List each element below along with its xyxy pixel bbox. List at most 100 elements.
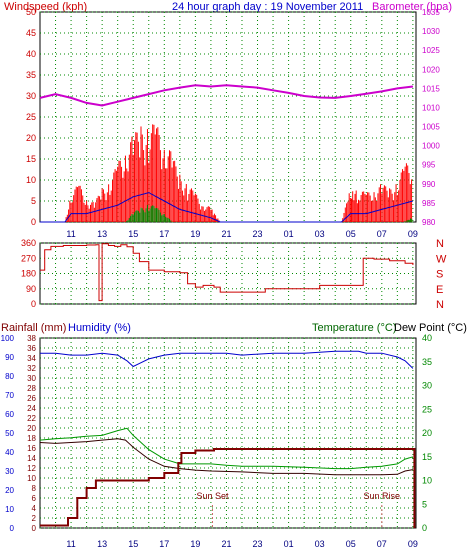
direction-y-tick-label: 270 (21, 253, 36, 263)
direction-y-tick-label: 180 (21, 269, 36, 279)
windspeed-title: Windspeed (kph) (4, 1, 87, 13)
rain-y-tick-label: 2 (32, 514, 37, 523)
wind-y-tick-label: 5 (31, 196, 36, 206)
direction-y-tick-label: 360 (21, 238, 36, 248)
compass-label: N (436, 238, 444, 250)
rain-y-tick-label: 24 (27, 404, 36, 413)
wind-y-tick-label: 15 (26, 154, 36, 164)
wind-direction-line (40, 243, 414, 302)
wind-y-tick-label: 30 (26, 91, 36, 101)
wind-y-tick-label: 25 (26, 112, 36, 122)
rain-y-tick-label: 14 (27, 454, 36, 463)
temperature-y-tick-label: 30 (422, 381, 432, 391)
barometer-y-tick-label: 985 (422, 199, 436, 208)
humidity-title: Humidity (%) (68, 322, 131, 334)
humidity-y-tick-label: 0 (10, 524, 15, 533)
wind-gust-series (65, 124, 413, 222)
x-tick-label: 19 (190, 539, 200, 549)
humidity-y-tick-label: 30 (5, 467, 14, 476)
rain-y-tick-label: 8 (32, 484, 37, 493)
x-tick-label: 19 (190, 229, 200, 239)
x-tick-label: 23 (253, 229, 263, 239)
wind-y-tick-label: 45 (26, 28, 36, 38)
compass-label: N (436, 299, 444, 311)
barometer-y-tick-label: 990 (422, 180, 436, 189)
rain-y-tick-label: 30 (27, 374, 36, 383)
temperature-y-tick-label: 15 (422, 452, 432, 462)
rain-y-tick-label: 26 (27, 394, 36, 403)
direction-y-tick-label: 90 (26, 284, 36, 294)
temperature-y-tick-label: 0 (422, 523, 427, 533)
barometer-y-tick-label: 980 (422, 218, 436, 227)
sun-event-label: Sun Rise (364, 491, 401, 501)
x-tick-label: 07 (377, 539, 387, 549)
humidity-y-tick-label: 80 (5, 372, 14, 381)
x-tick-label: 01 (284, 539, 294, 549)
compass-label: S (436, 269, 443, 281)
wind-y-tick-label: 20 (26, 133, 36, 143)
humidity-line (40, 350, 414, 369)
x-tick-label: 23 (253, 539, 263, 549)
x-tick-label: 21 (221, 539, 231, 549)
barometer-y-tick-label: 1035 (422, 8, 440, 17)
rain-y-tick-label: 36 (27, 344, 36, 353)
rain-y-tick-label: 22 (27, 414, 36, 423)
compass-label: W (436, 253, 447, 265)
rainfall-title: Rainfall (mm) (1, 322, 66, 334)
rainfall-line (40, 448, 416, 528)
x-tick-label: 07 (377, 229, 387, 239)
barometer-y-tick-label: 1020 (422, 65, 440, 74)
humidity-y-tick-label: 100 (1, 334, 15, 343)
temperature-line (39, 427, 414, 470)
rain-y-tick-label: 6 (32, 494, 37, 503)
rain-y-tick-label: 20 (27, 424, 36, 433)
x-tick-label: 15 (128, 229, 138, 239)
sun-event-label: Sun Set (196, 491, 229, 501)
temperature-y-tick-label: 40 (422, 333, 432, 343)
plot-lines: Sun Set Sun Rise (39, 84, 416, 528)
humidity-y-tick-label: 10 (5, 505, 14, 514)
rain-y-tick-label: 18 (27, 434, 36, 443)
wind-average-line (40, 192, 414, 223)
x-tick-label: 05 (346, 229, 356, 239)
wind-y-tick-label: 10 (26, 175, 36, 185)
barometer-y-tick-label: 1000 (422, 142, 440, 151)
humidity-y-tick-label: 20 (5, 486, 14, 495)
x-tick-label: 01 (284, 229, 294, 239)
barometer-y-tick-label: 1005 (422, 123, 440, 132)
x-tick-label: 15 (128, 539, 138, 549)
x-tick-label: 03 (315, 229, 325, 239)
page-header-title: 24 hour graph day : 19 November 2011 (172, 1, 363, 13)
axis-labels: 1111131315151717191921212323010103030505… (1, 7, 447, 549)
x-tick-label: 09 (408, 229, 418, 239)
barometer-line (39, 84, 414, 107)
rain-y-tick-label: 38 (27, 334, 36, 343)
temperature-y-tick-label: 35 (422, 357, 432, 367)
temperature-y-tick-label: 5 (422, 499, 427, 509)
x-tick-label: 09 (408, 539, 418, 549)
wind-y-tick-label: 40 (26, 49, 36, 59)
barometer-y-tick-label: 1015 (422, 84, 440, 93)
rain-y-tick-label: 12 (27, 464, 36, 473)
barometer-y-tick-label: 995 (422, 161, 436, 170)
humidity-y-tick-label: 70 (5, 391, 14, 400)
x-tick-label: 05 (346, 539, 356, 549)
temperature-y-tick-label: 25 (422, 404, 432, 414)
rain-y-tick-label: 32 (27, 364, 36, 373)
rain-y-tick-label: 10 (27, 474, 36, 483)
rain-y-tick-label: 4 (32, 504, 37, 513)
wind-y-tick-label: 0 (31, 217, 36, 227)
barometer-title: Barometer (hpa) (372, 1, 452, 13)
rain-y-tick-label: 16 (27, 444, 36, 453)
dewpoint-title: Dew Point (°C) (394, 322, 467, 334)
direction-y-tick-label: 0 (31, 299, 36, 309)
temperature-y-tick-label: 10 (422, 476, 432, 486)
x-tick-label: 17 (159, 229, 169, 239)
rain-y-tick-label: 0 (32, 524, 37, 533)
wind-low-series (126, 204, 413, 222)
barometer-y-tick-label: 1010 (422, 103, 440, 112)
x-tick-label: 11 (66, 539, 75, 549)
humidity-y-tick-label: 40 (5, 448, 14, 457)
barometer-y-tick-label: 1025 (422, 46, 440, 55)
